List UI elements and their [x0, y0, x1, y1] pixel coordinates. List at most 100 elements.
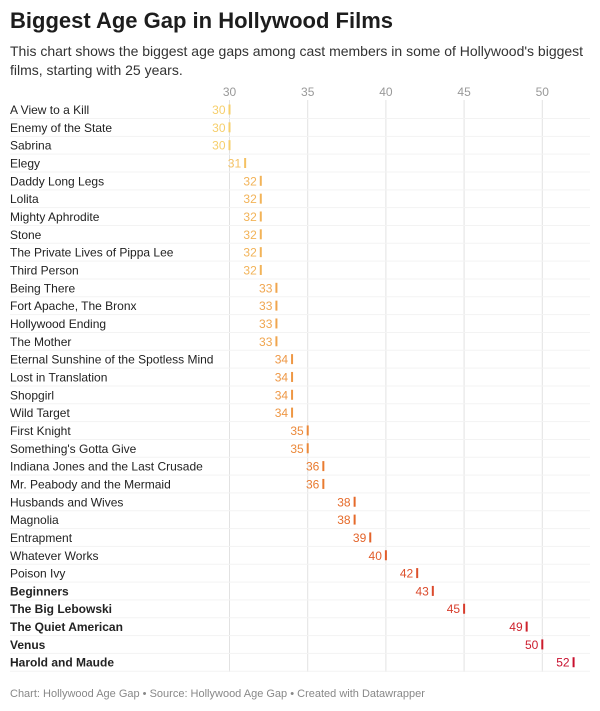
- chart-row: Beginners 43: [10, 584, 590, 601]
- value-label: 34: [275, 353, 289, 367]
- value-label: 32: [243, 174, 257, 188]
- value-label: 32: [243, 228, 257, 242]
- category-label: The Private Lives of Pippa Lee: [10, 246, 174, 260]
- category-label: Magnolia: [10, 513, 59, 527]
- chart-row: Eternal Sunshine of the Spotless Mind 34: [10, 353, 590, 369]
- category-label: Whatever Works: [10, 549, 98, 563]
- chart-row: Harold and Maude 52: [10, 656, 590, 672]
- category-label: The Quiet American: [10, 620, 123, 634]
- chart-row: Venus 50: [10, 638, 590, 654]
- chart-row: Being There 33: [10, 281, 590, 298]
- value-label: 30: [212, 139, 226, 153]
- category-label: Fort Apache, The Bronx: [10, 299, 137, 313]
- chart-row: Lolita 32: [10, 192, 590, 209]
- value-label: 34: [275, 406, 289, 420]
- value-label: 36: [306, 477, 320, 491]
- chart-row: Stone 32: [10, 228, 590, 244]
- value-label: 45: [447, 602, 461, 616]
- x-tick-label: 35: [301, 85, 315, 99]
- value-label: 34: [275, 370, 289, 384]
- value-label: 33: [259, 299, 273, 313]
- value-label: 40: [369, 549, 383, 563]
- category-label: Elegy: [10, 156, 40, 170]
- category-label: Stone: [10, 228, 42, 242]
- chart-row: Shopgirl 34: [10, 388, 590, 405]
- category-label: Venus: [10, 638, 46, 652]
- value-label: 32: [243, 192, 257, 206]
- value-label: 33: [259, 335, 273, 349]
- chart-row: Fort Apache, The Bronx 33: [10, 299, 590, 316]
- value-label: 36: [306, 460, 320, 474]
- value-label: 33: [259, 317, 273, 331]
- category-label: Entrapment: [10, 531, 73, 545]
- category-label: Poison Ivy: [10, 567, 65, 581]
- chart-row: Sabrina 30: [10, 139, 590, 155]
- category-label: The Big Lebowski: [10, 602, 112, 616]
- chart-row: Hollywood Ending 33: [10, 317, 590, 333]
- category-label: Wild Target: [10, 406, 70, 420]
- chart-row: Husbands and Wives 38: [10, 495, 590, 512]
- chart-row: The Quiet American 49: [10, 620, 590, 637]
- category-label: Beginners: [10, 584, 69, 598]
- value-label: 33: [259, 281, 273, 295]
- value-label: 31: [228, 156, 242, 170]
- chart-row: Mighty Aphrodite 32: [10, 210, 590, 226]
- value-label: 30: [212, 121, 226, 135]
- chart-row: Entrapment 39: [10, 531, 590, 547]
- category-label: Being There: [10, 281, 75, 295]
- value-label: 30: [212, 103, 226, 117]
- value-label: 34: [275, 388, 289, 402]
- category-label: Third Person: [10, 263, 79, 277]
- category-label: First Knight: [10, 424, 71, 438]
- x-tick-label: 30: [223, 85, 237, 99]
- value-label: 49: [509, 620, 523, 634]
- category-label: Hollywood Ending: [10, 317, 106, 331]
- x-tick-label: 50: [536, 85, 550, 99]
- chart-row: Something's Gotta Give 35: [10, 442, 590, 458]
- category-label: Lost in Translation: [10, 370, 107, 384]
- value-label: 42: [400, 567, 414, 581]
- chart-row: Mr. Peabody and the Mermaid 36: [10, 477, 590, 494]
- chart-row: Daddy Long Legs 32: [10, 174, 590, 191]
- category-label: Harold and Maude: [10, 656, 114, 670]
- category-label: Husbands and Wives: [10, 495, 123, 509]
- category-label: A View to a Kill: [10, 103, 89, 117]
- category-label: Daddy Long Legs: [10, 174, 104, 188]
- chart-row: Wild Target 34: [10, 406, 590, 423]
- chart-row: Poison Ivy 42: [10, 567, 590, 583]
- chart-subtitle: This chart shows the biggest age gaps am…: [10, 43, 584, 78]
- chart-row: Magnolia 38: [10, 513, 590, 530]
- chart-row: Indiana Jones and the Last Crusade 36: [10, 460, 590, 476]
- category-label: Enemy of the State: [10, 121, 112, 135]
- category-label: Something's Gotta Give: [10, 442, 137, 456]
- category-label: Lolita: [10, 192, 39, 206]
- chart-row: Enemy of the State 30: [10, 121, 590, 137]
- value-label: 35: [290, 442, 304, 456]
- value-label: 35: [290, 424, 304, 438]
- chart-row: First Knight 35: [10, 424, 590, 440]
- category-label: Indiana Jones and the Last Crusade: [10, 460, 203, 474]
- x-tick-label: 40: [379, 85, 393, 99]
- value-label: 39: [353, 531, 367, 545]
- chart-title: Biggest Age Gap in Hollywood Films: [10, 8, 393, 33]
- category-label: Mr. Peabody and the Mermaid: [10, 477, 171, 491]
- category-label: Shopgirl: [10, 388, 54, 402]
- value-label: 38: [337, 513, 351, 527]
- chart-row: Elegy 31: [10, 156, 590, 173]
- value-label: 32: [243, 210, 257, 224]
- value-label: 52: [556, 656, 570, 670]
- chart-row: Lost in Translation 34: [10, 370, 590, 387]
- chart-row: A View to a Kill 30: [10, 103, 590, 119]
- chart-row: The Big Lebowski 45: [10, 602, 590, 619]
- chart-row: The Private Lives of Pippa Lee 32: [10, 246, 590, 262]
- chart-row: The Mother 33: [10, 335, 590, 351]
- value-label: 43: [415, 584, 429, 598]
- value-label: 38: [337, 495, 351, 509]
- value-label: 32: [243, 246, 257, 260]
- category-label: Mighty Aphrodite: [10, 210, 100, 224]
- value-label: 50: [525, 638, 539, 652]
- category-label: Sabrina: [10, 139, 52, 153]
- chart-footer: Chart: Hollywood Age Gap • Source: Holly…: [10, 688, 425, 700]
